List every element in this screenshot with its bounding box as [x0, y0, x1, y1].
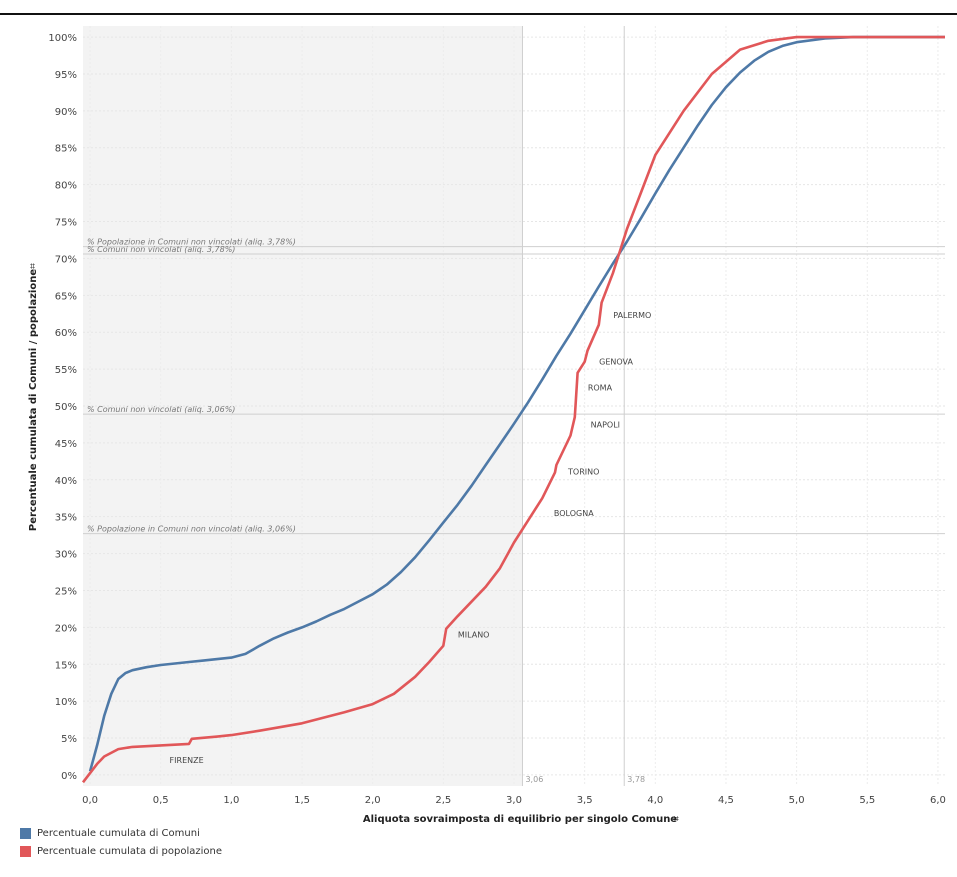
city-annotation: BOLOGNA — [554, 509, 594, 518]
legend-item[interactable]: Percentuale cumulata di Comuni — [20, 824, 222, 842]
city-annotation: GENOVA — [599, 358, 633, 367]
city-annotation: TORINO — [567, 468, 599, 477]
x-axis-title: Aliquota sovraimposta di equilibrio per … — [363, 814, 677, 825]
legend-label: Percentuale cumulata di popolazione — [37, 845, 223, 857]
horizontal-reference-label: % Comuni non vincolati (aliq. 3,78%) — [87, 245, 235, 254]
legend: Percentuale cumulata di Comuni Percentual… — [20, 824, 222, 860]
x-axis-sort-icon[interactable]: ⌗ — [673, 814, 679, 825]
y-axis-title: Percentuale cumulata di Comuni / popolaz… — [28, 269, 39, 531]
horizontal-reference-label: % Popolazione in Comuni non vincolati (a… — [87, 525, 296, 534]
series-line-2 — [81, 35, 945, 784]
y-tick-label: 50% — [55, 402, 77, 413]
vertical-reference-label: 3,78 — [627, 775, 645, 784]
city-annotation: PALERMO — [613, 311, 651, 320]
y-tick-label: 15% — [55, 660, 77, 671]
x-tick-label: 5,5 — [859, 795, 875, 806]
top-rule — [0, 13, 957, 15]
y-axis-sort-icon[interactable]: ⌗ — [28, 263, 39, 269]
series-line-1 — [88, 35, 945, 772]
x-tick-label: 1,0 — [223, 795, 239, 806]
x-tick-label: 1,5 — [294, 795, 310, 806]
y-tick-label: 60% — [55, 328, 77, 339]
x-tick-label: 3,5 — [577, 795, 593, 806]
y-tick-label: 0% — [61, 771, 77, 782]
y-tick-label: 40% — [55, 476, 77, 487]
y-tick-label: 80% — [55, 181, 77, 192]
y-tick-label: 25% — [55, 586, 77, 597]
horizontal-reference-label: % Popolazione in Comuni non vincolati (a… — [87, 238, 296, 247]
y-tick-label: 10% — [55, 697, 77, 708]
y-tick-label: 75% — [55, 218, 77, 229]
y-tick-label: 90% — [55, 107, 77, 118]
y-tick-label: 100% — [48, 33, 77, 44]
legend-label: Percentuale cumulata di Comuni — [37, 827, 200, 839]
y-tick-label: 70% — [55, 254, 77, 265]
city-annotation: NAPOLI — [591, 420, 620, 429]
legend-swatch — [20, 827, 31, 839]
legend-item[interactable]: Percentuale cumulata di popolazione — [20, 842, 222, 860]
city-annotation: FIRENZE — [170, 756, 204, 765]
y-tick-label: 95% — [55, 70, 77, 81]
vertical-reference-label: 3,06 — [525, 775, 543, 784]
y-tick-label: 5% — [61, 734, 77, 745]
x-tick-label: 6,0 — [930, 795, 946, 806]
y-tick-label: 20% — [55, 623, 77, 634]
x-tick-label: 3,0 — [506, 795, 522, 806]
y-tick-label: 35% — [55, 513, 77, 524]
y-tick-label: 45% — [55, 439, 77, 450]
y-tick-label: 85% — [55, 144, 77, 155]
city-annotation: ROMA — [588, 384, 613, 393]
x-tick-label: 4,5 — [718, 795, 734, 806]
horizontal-reference-label: % Comuni non vincolati (aliq. 3,06%) — [87, 405, 235, 414]
x-tick-label: 4,0 — [647, 795, 663, 806]
x-tick-label: 0,5 — [153, 795, 169, 806]
x-tick-label: 0,0 — [82, 795, 98, 806]
city-annotation: MILANO — [458, 631, 490, 640]
x-tick-label: 2,0 — [365, 795, 381, 806]
legend-swatch — [20, 845, 31, 857]
y-tick-label: 55% — [55, 365, 77, 376]
y-tick-label: 30% — [55, 550, 77, 561]
x-tick-label: 5,0 — [789, 795, 805, 806]
x-tick-label: 2,5 — [435, 795, 451, 806]
y-tick-label: 65% — [55, 291, 77, 302]
